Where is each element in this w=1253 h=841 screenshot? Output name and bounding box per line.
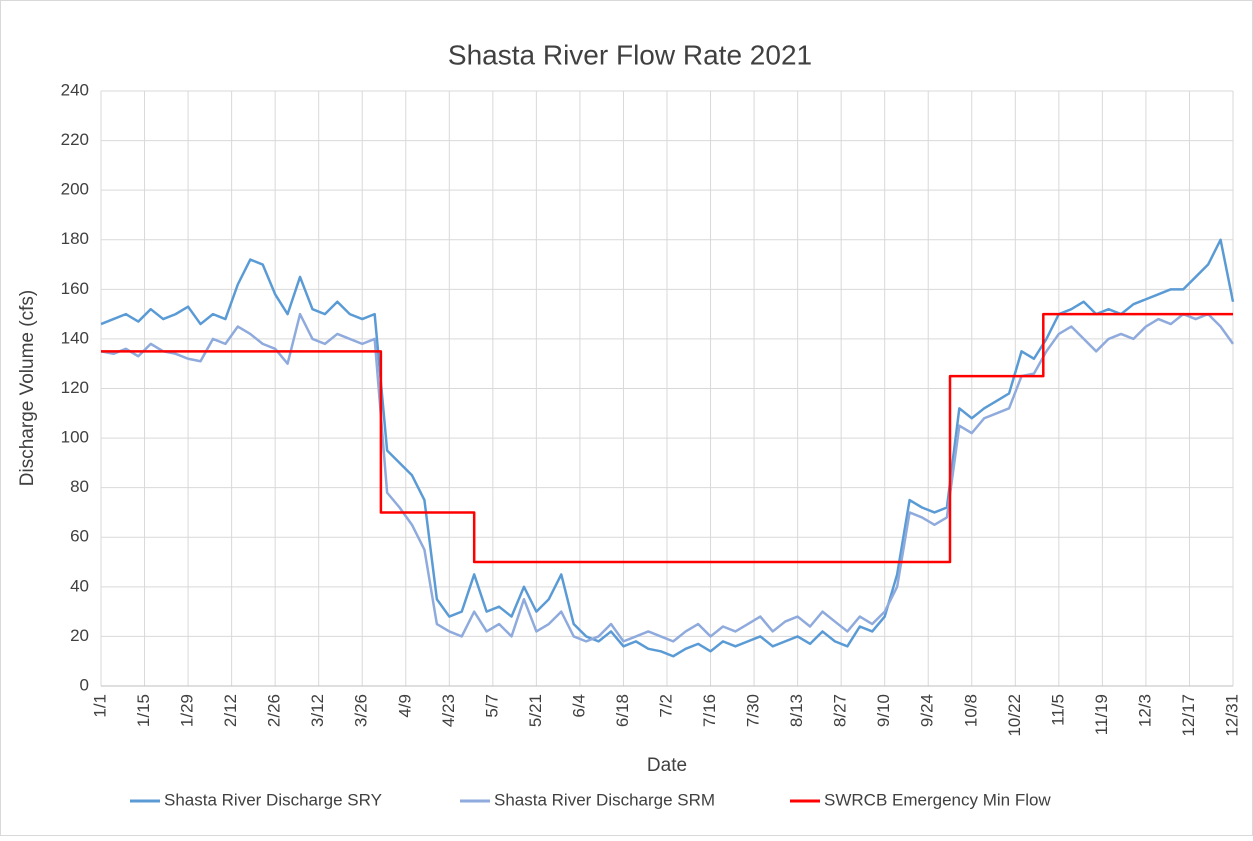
y-tick-label: 220 [61,130,89,149]
x-tick-label: 8/13 [787,694,806,727]
legend-label: Shasta River Discharge SRM [494,790,715,809]
y-tick-label: 140 [61,328,89,347]
x-tick-label: 5/7 [482,694,501,718]
legend-label: Shasta River Discharge SRY [164,790,382,809]
x-tick-label: 2/26 [265,694,284,727]
y-tick-label: 80 [70,477,89,496]
x-tick-label: 11/5 [1048,694,1067,726]
chart-title: Shasta River Flow Rate 2021 [448,39,812,70]
x-tick-label: 10/8 [961,694,980,727]
x-tick-label: 1/29 [178,694,197,727]
x-tick-label: 11/19 [1092,694,1111,735]
x-tick-label: 7/2 [656,694,675,718]
x-tick-label: 5/21 [526,694,545,727]
x-tick-label: 9/24 [918,694,937,727]
x-tick-label: 12/3 [1135,694,1154,727]
x-tick-label: 1/1 [90,694,109,718]
x-tick-label: 4/9 [395,694,414,718]
legend-label: SWRCB Emergency Min Flow [824,790,1051,809]
series-line [101,312,1233,564]
x-tick-label: 10/22 [1005,694,1024,737]
y-tick-label: 240 [61,80,89,99]
x-tick-label: 6/18 [613,694,632,727]
y-axis-title: Discharge Volume (cfs) [17,290,38,486]
x-tick-label: 1/15 [134,694,153,727]
x-tick-label: 9/10 [874,694,893,727]
x-tick-label: 7/16 [700,694,719,727]
y-tick-label: 20 [70,626,89,645]
x-tick-label: 2/12 [221,694,240,727]
x-tick-label: 7/30 [744,694,763,727]
x-tick-label: 4/23 [439,694,458,727]
y-tick-label: 180 [61,229,89,248]
y-tick-label: 0 [80,675,89,694]
y-tick-label: 60 [70,527,89,546]
y-tick-label: 100 [61,428,89,447]
x-tick-label: 3/12 [308,694,327,727]
x-tick-label: 3/26 [352,694,371,727]
x-tick-label: 6/4 [569,694,588,718]
y-tick-label: 160 [61,279,89,298]
y-tick-label: 200 [61,180,89,199]
y-tick-label: 40 [70,576,89,595]
x-tick-label: 12/31 [1222,694,1241,737]
x-tick-label: 8/27 [831,694,850,727]
x-tick-label: 12/17 [1179,694,1198,737]
y-tick-label: 120 [61,378,89,397]
x-axis-title: Date [647,755,687,776]
